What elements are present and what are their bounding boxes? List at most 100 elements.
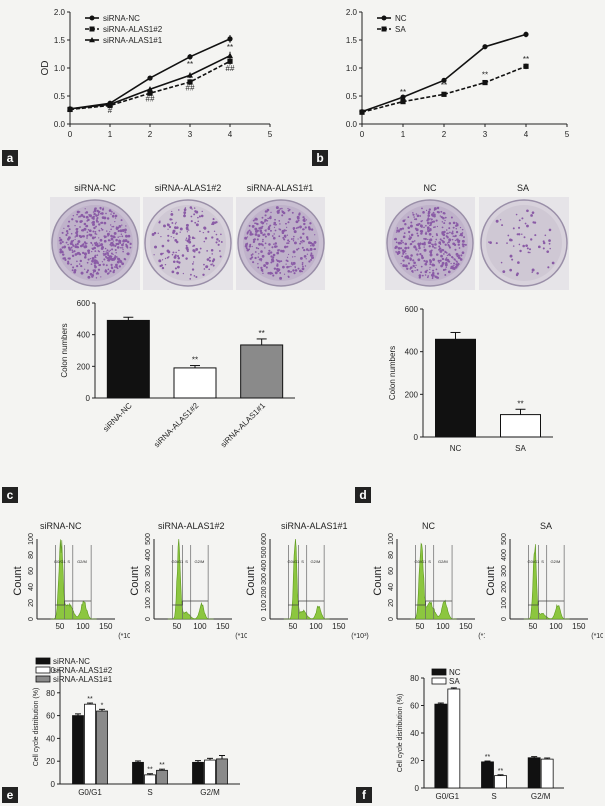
colony [282,236,285,239]
y-tick-label: 500 [261,546,268,558]
y-tick-label: 1.5 [54,36,66,45]
colony [415,218,418,221]
colony [402,241,404,244]
colony [160,235,162,238]
colony [445,266,448,269]
colony [400,262,402,265]
y-axis-label: Count [129,566,141,595]
colony [269,224,272,227]
colony [507,234,510,237]
colony [404,255,408,259]
colony [186,231,189,233]
colony [76,264,79,268]
colony [114,248,117,252]
colony [401,227,405,230]
colony [195,275,198,278]
colony [420,232,423,235]
data-point [227,36,233,42]
x-tick-label: 50 [172,622,181,631]
colony [72,239,75,242]
colony [523,236,526,239]
colony [506,242,508,244]
colony [108,250,110,253]
colony [416,214,420,218]
y-tick-label: 400 [77,331,91,340]
colony [121,229,125,232]
colony [207,230,210,233]
colony [509,238,512,242]
data-point [523,31,529,37]
colony [287,276,290,278]
colony [257,263,259,265]
dish-label-d-2: SA [516,183,529,193]
colony [442,217,445,220]
data-point [67,105,73,112]
colony [524,222,527,225]
colony [281,210,283,212]
y-axis-label: Colon numbers [60,323,69,377]
colony [199,230,201,233]
culture-dish [479,197,569,290]
colony [98,237,100,239]
bar [447,688,461,789]
colony [266,208,270,212]
colony [426,219,429,222]
data-point [441,77,447,83]
colony [445,257,448,259]
colony [439,249,443,253]
x-category-label: NC [450,444,462,453]
flow-title-5: SA [540,521,553,531]
colony [246,236,249,238]
colony [305,248,309,251]
panel-label-b: b [312,150,328,166]
colony [278,260,281,263]
colony [261,240,264,243]
colony [295,220,299,224]
colony [115,252,117,254]
colony [453,243,457,247]
fit-line [415,600,453,606]
colony [260,260,262,262]
colony [313,241,317,244]
colony [91,236,95,239]
colony [428,208,432,211]
colony [517,233,521,236]
colony [78,263,81,265]
colony [103,258,106,261]
colony [104,269,108,273]
colony [111,248,114,251]
colony [251,245,253,248]
colony [287,239,290,242]
colony [454,248,457,251]
colony [303,254,307,258]
colony [437,259,440,263]
colony [248,224,251,227]
colony [101,216,105,220]
colony [204,228,206,230]
colony [308,260,311,263]
colony [185,223,189,227]
colony [268,216,272,220]
colony [83,241,87,244]
colony [121,224,123,226]
colony [106,272,109,275]
colony [86,219,89,222]
colony [110,244,113,247]
colony [175,221,177,224]
colony [442,253,445,255]
colony [112,225,115,228]
colony [424,274,427,276]
colony [446,254,449,257]
colony [258,258,261,261]
colony [295,227,298,230]
colony [270,255,273,258]
colony [462,245,465,248]
colony [461,243,465,246]
colony [173,226,177,229]
legend-label: siRNA-ALAS1#2 [103,25,163,34]
colony [191,268,195,271]
significance-mark: * [148,77,151,86]
x-tick-label: 3 [188,130,193,139]
colony [92,269,95,272]
fit-line [55,600,92,606]
